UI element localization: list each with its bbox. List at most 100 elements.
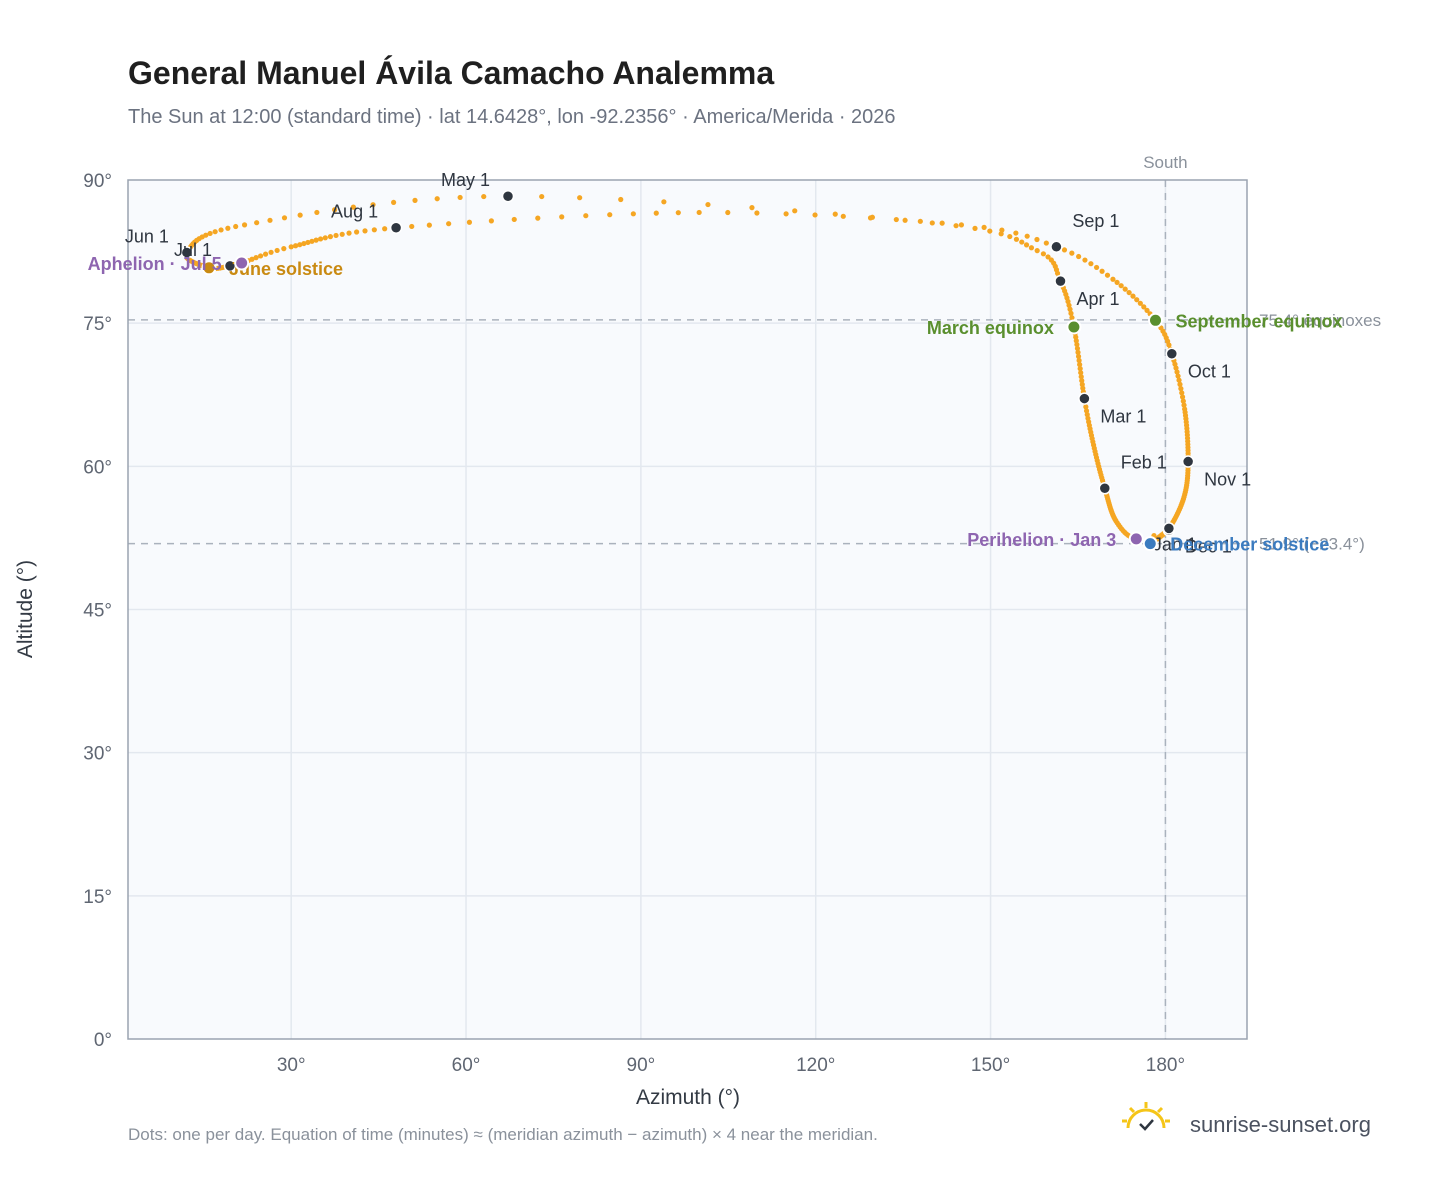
- daily-dot: [535, 215, 541, 221]
- daily-dot: [288, 244, 294, 250]
- daily-dot: [559, 214, 565, 220]
- daily-dot: [661, 199, 667, 205]
- month-marker-dot: [1165, 347, 1179, 360]
- month-marker-label: Dec 1: [1185, 536, 1232, 556]
- daily-dot: [675, 210, 681, 216]
- x-axis-label: Azimuth (°): [636, 1086, 740, 1109]
- daily-dot: [1093, 264, 1100, 271]
- daily-dot: [1007, 233, 1013, 240]
- daily-dot: [1069, 250, 1075, 256]
- month-marker-label: Mar 1: [1100, 407, 1146, 427]
- daily-dot: [511, 216, 517, 223]
- daily-dot: [1040, 251, 1047, 257]
- event-marker-dot: [201, 260, 217, 276]
- reference-line-label: 51.9° (−23.4°): [1259, 535, 1365, 554]
- daily-dot: [1174, 369, 1180, 375]
- y-axis-label: Altitude (°): [14, 560, 37, 658]
- daily-dot: [1173, 365, 1179, 371]
- month-marker-label: Feb 1: [1121, 452, 1167, 472]
- daily-dot: [749, 205, 755, 211]
- plot-border: [127, 179, 1248, 1040]
- daily-dot: [249, 256, 255, 262]
- daily-dot: [958, 222, 965, 228]
- daily-dot: [1034, 248, 1040, 254]
- daily-dot: [327, 234, 334, 240]
- daily-dot: [382, 226, 388, 232]
- daily-dot: [412, 197, 418, 203]
- daily-dot: [446, 221, 452, 227]
- y-tick-label: 0°: [94, 1030, 112, 1051]
- daily-dot: [583, 213, 589, 219]
- daily-dot: [1181, 402, 1187, 408]
- month-marker-dot: [1054, 274, 1067, 288]
- y-tick-label: 30°: [83, 744, 112, 765]
- daily-dot: [488, 218, 494, 224]
- daily-dot: [1078, 370, 1084, 376]
- x-tick-label: 120°: [796, 1055, 835, 1076]
- daily-dot: [362, 228, 368, 234]
- event-marker-label: Perihelion · Jan 3: [967, 530, 1116, 550]
- daily-dot: [1114, 279, 1120, 286]
- daily-dot: [1144, 307, 1150, 313]
- daily-dot: [987, 228, 993, 234]
- month-marker-label: Nov 1: [1204, 470, 1251, 490]
- daily-dot: [301, 240, 307, 247]
- daily-dot: [939, 220, 945, 226]
- event-marker-dot: [1142, 536, 1158, 552]
- daily-dot: [1088, 261, 1094, 267]
- daily-dot: [314, 209, 320, 216]
- daily-dot: [1177, 381, 1183, 387]
- month-marker-dot: [1181, 455, 1195, 468]
- daily-dot: [1083, 404, 1089, 410]
- daily-dot: [305, 239, 311, 246]
- daily-dot: [350, 204, 356, 210]
- daily-dot: [370, 202, 376, 208]
- daily-dot: [1079, 378, 1085, 384]
- daily-dot: [481, 193, 487, 200]
- month-marker-label: Oct 1: [1188, 362, 1231, 382]
- daily-dot: [409, 223, 415, 230]
- daily-dot: [1130, 293, 1136, 299]
- daily-dot: [262, 251, 269, 257]
- daily-dot: [893, 216, 899, 223]
- daily-dot: [1077, 361, 1083, 368]
- event-marker-label: December solstice: [1170, 535, 1329, 555]
- daily-dot: [1076, 253, 1082, 260]
- daily-dot: [929, 220, 935, 226]
- month-marker-label: Apr 1: [1077, 289, 1120, 309]
- daily-dot: [218, 227, 224, 233]
- x-tick-label: 180°: [1146, 1055, 1185, 1076]
- daily-dot: [1069, 315, 1075, 321]
- month-marker-dot: [389, 221, 403, 234]
- event-marker-dot: [1066, 319, 1082, 335]
- month-marker-dot: [180, 246, 194, 259]
- x-tick-label: 30°: [277, 1055, 306, 1076]
- event-marker-dot: [234, 255, 250, 271]
- daily-dot: [354, 229, 360, 235]
- daily-dot: [783, 211, 789, 217]
- sun-check-icon: [1122, 1102, 1170, 1131]
- daily-dot: [1126, 289, 1132, 296]
- y-tick-label: 60°: [83, 457, 112, 478]
- daily-dot: [832, 211, 838, 217]
- daily-dot: [1110, 276, 1116, 282]
- daily-dot: [953, 223, 959, 229]
- x-tick-label: 60°: [452, 1055, 481, 1076]
- daily-dot: [1082, 257, 1088, 263]
- daily-dot: [1067, 306, 1073, 312]
- event-marker-label: Aphelion · Jul 5: [88, 254, 222, 274]
- daily-dot: [577, 195, 583, 201]
- daily-dot: [1024, 233, 1030, 239]
- chart-subtitle: The Sun at 12:00 (standard time) · lat 1…: [128, 106, 896, 128]
- daily-dot: [281, 215, 288, 221]
- daily-dot: [309, 238, 315, 244]
- daily-dot: [630, 211, 636, 217]
- daily-dot: [705, 201, 711, 208]
- reference-lines: 75.4° equinoxes 51.9° (−23.4°) South: [128, 153, 1381, 1039]
- month-marker-dot: [501, 189, 515, 203]
- reference-line-label: South: [1143, 153, 1187, 172]
- y-tick-label: 75°: [83, 314, 112, 335]
- month-marker-dot: [1162, 522, 1176, 535]
- y-tick-label: 90°: [83, 171, 112, 192]
